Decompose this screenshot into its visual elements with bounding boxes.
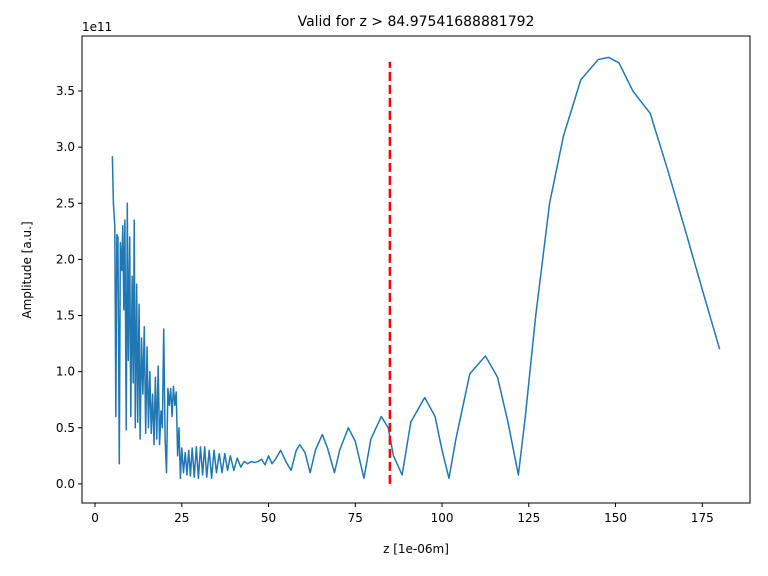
y-tick-label: 1.5: [56, 309, 75, 323]
x-tick-label: 0: [91, 511, 99, 525]
y-tick-label: 3.5: [56, 84, 75, 98]
y-axis-label: Amplitude [a.u.]: [20, 221, 34, 318]
x-tick-label: 50: [261, 511, 276, 525]
offset-text: 1e11: [82, 20, 112, 34]
x-tick-label: 150: [604, 511, 627, 525]
x-tick-label: 125: [517, 511, 540, 525]
x-tick-label: 75: [348, 511, 363, 525]
x-axis-label: z [1e-06m]: [383, 542, 449, 556]
chart-title: Valid for z > 84.97541688881792: [298, 14, 535, 30]
y-tick-label: 3.0: [56, 140, 75, 154]
plot-frame: [81, 35, 751, 504]
x-tick-label: 175: [691, 511, 714, 525]
y-tick-label: 0.5: [56, 421, 75, 435]
y-tick-label: 2.5: [56, 196, 75, 210]
y-tick-label: 2.0: [56, 252, 75, 266]
y-tick-label: 0.0: [56, 477, 75, 491]
y-tick-label: 1.0: [56, 365, 75, 379]
x-tick-label: 25: [174, 511, 189, 525]
line-series: [111, 56, 721, 480]
x-tick-label: 100: [431, 511, 454, 525]
